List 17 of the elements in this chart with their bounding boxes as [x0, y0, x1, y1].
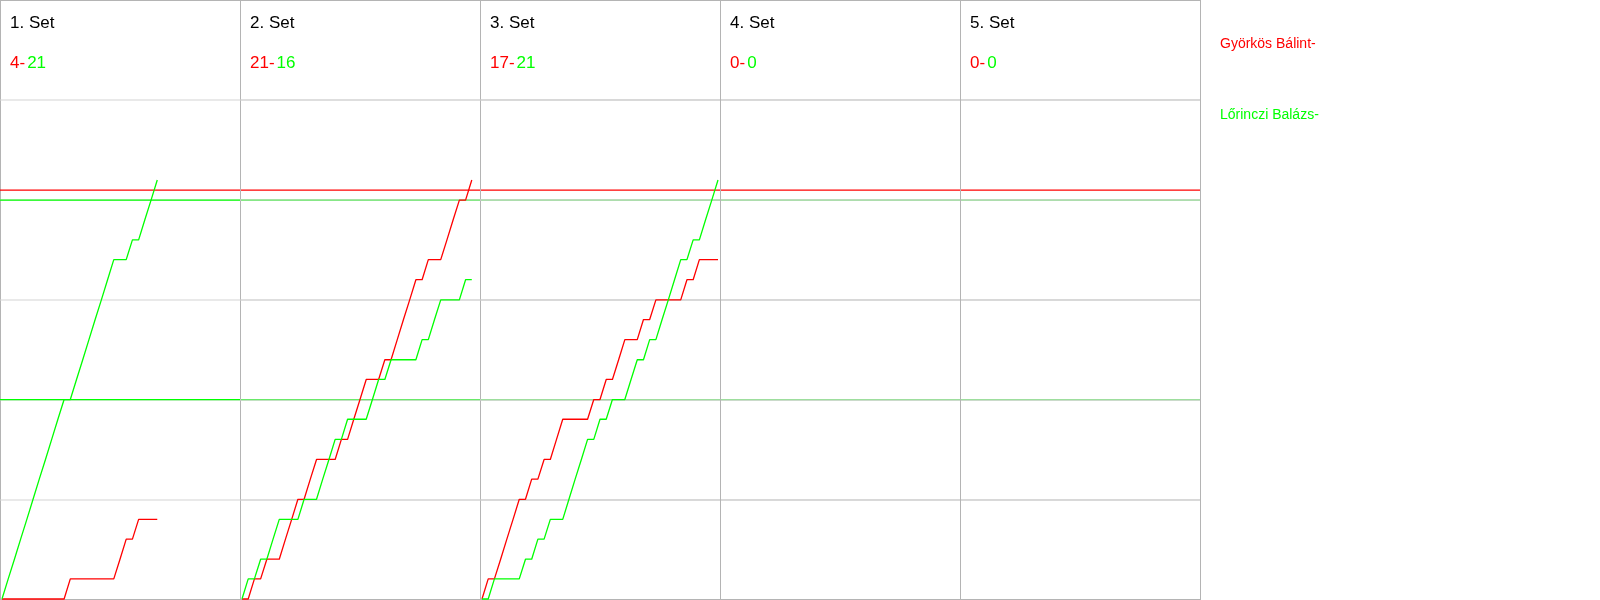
text: 0 — [747, 53, 757, 72]
text: 16 — [276, 53, 296, 72]
text: 0- — [730, 53, 746, 72]
text: Lőrinczi Balázs- — [1220, 106, 1320, 122]
text: 0 — [987, 53, 997, 72]
text: 21 — [516, 53, 536, 72]
text: 4- — [10, 53, 26, 72]
text: 21- — [250, 53, 275, 72]
chart-title: 2. Set — [250, 13, 295, 32]
chart-title: 3. Set — [490, 13, 535, 32]
text: 17- — [490, 53, 515, 72]
text: Györkös Bálint- — [1220, 35, 1317, 51]
text: 4. Set — [730, 13, 775, 32]
text: 5. Set — [970, 13, 1015, 32]
text: 0- — [970, 53, 986, 72]
chart-title: 1. Set — [10, 13, 55, 32]
text: 21 — [27, 53, 47, 72]
